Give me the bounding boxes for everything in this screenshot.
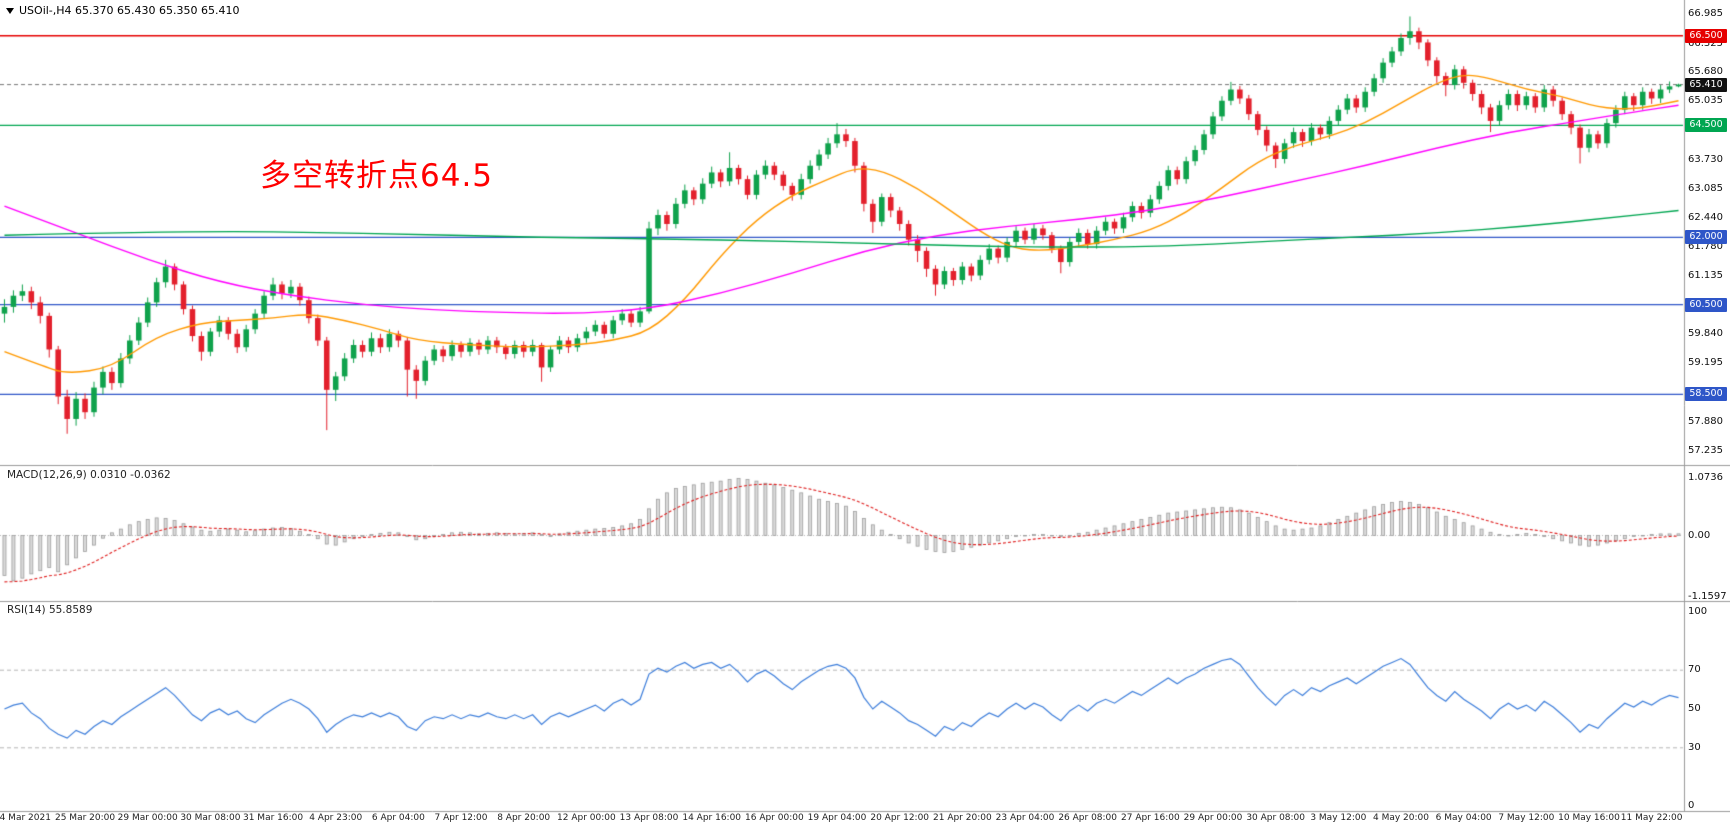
time-label: 24 Mar 2021 — [0, 813, 51, 823]
chart-title-bar: USOil-,H4 65.370 65.430 65.350 65.410 — [6, 4, 239, 17]
macd-axis-label: -1.1597 — [1688, 591, 1727, 603]
time-label: 13 Apr 08:00 — [619, 813, 679, 823]
time-label: 16 Apr 00:00 — [745, 813, 804, 823]
rsi-indicator-label: RSI(14) 55.8589 — [7, 604, 93, 616]
rsi-axis-label: 70 — [1688, 664, 1701, 676]
price-badge: 64.500 — [1685, 118, 1727, 133]
rsi-axis-label: 0 — [1688, 800, 1695, 811]
chart-annotation[interactable]: 多空转折点64.5 — [260, 158, 494, 194]
time-label: 27 Apr 16:00 — [1121, 813, 1180, 823]
symbol-marker-icon — [6, 7, 14, 14]
time-label: 31 Mar 16:00 — [242, 813, 304, 823]
macd-indicator-label: MACD(12,26,9) 0.0310 -0.0362 — [7, 469, 171, 481]
price-badge: 66.500 — [1685, 28, 1727, 43]
time-label: 6 Apr 04:00 — [371, 813, 425, 823]
time-label: 21 Apr 20:00 — [933, 813, 992, 823]
time-label: 20 Apr 12:00 — [870, 813, 930, 823]
price-axis-label: 63.730 — [1688, 153, 1723, 165]
time-label: 4 May 20:00 — [1373, 813, 1429, 823]
time-label: 30 Apr 08:00 — [1246, 813, 1306, 823]
price-axis-label: 63.085 — [1688, 182, 1723, 194]
time-label: 14 Apr 16:00 — [682, 813, 742, 823]
price-axis-label: 61.780 — [1688, 241, 1723, 253]
time-label: 3 May 12:00 — [1310, 813, 1367, 823]
price-axis-label: 62.440 — [1688, 211, 1723, 223]
price-axis-label: 66.325 — [1688, 37, 1723, 49]
price-axis-label: 66.985 — [1688, 8, 1723, 19]
time-label: 8 Apr 20:00 — [497, 813, 551, 823]
time-label: 11 May 22:00 — [1620, 813, 1683, 823]
price-axis-label: 59.195 — [1688, 357, 1723, 369]
time-label: 26 Apr 08:00 — [1058, 813, 1118, 823]
time-label: 7 Apr 12:00 — [434, 813, 488, 823]
time-label: 29 Apr 00:00 — [1183, 813, 1243, 823]
time-label: 19 Apr 04:00 — [807, 813, 867, 823]
rsi-axis-label: 30 — [1688, 741, 1701, 753]
time-label: 30 Mar 08:00 — [180, 813, 241, 823]
price-axis-label: 61.135 — [1688, 270, 1723, 282]
price-axis-label: 59.840 — [1688, 328, 1723, 340]
time-label: 12 Apr 00:00 — [557, 813, 616, 823]
time-label: 4 Apr 23:00 — [309, 813, 363, 823]
price-axis-label: 65.035 — [1688, 95, 1723, 107]
time-label: 7 May 12:00 — [1498, 813, 1555, 823]
rsi-axis-label: 50 — [1688, 703, 1701, 714]
time-label: 23 Apr 04:00 — [995, 813, 1055, 823]
price-axis-label: 57.880 — [1688, 416, 1723, 428]
chart-title: USOil-,H4 65.370 65.430 65.350 65.410 — [19, 4, 240, 17]
time-label: 10 May 16:00 — [1558, 813, 1620, 823]
rsi-axis-label: 100 — [1688, 606, 1708, 617]
price-badge: 62.000 — [1685, 230, 1727, 245]
time-label: 6 May 04:00 — [1435, 813, 1492, 823]
price-badge: 60.500 — [1685, 297, 1727, 312]
price-badge: 65.410 — [1685, 77, 1727, 92]
time-label: 29 Mar 00:00 — [117, 813, 178, 823]
price-axis-label: 65.680 — [1688, 66, 1723, 78]
price-badge: 58.500 — [1685, 387, 1727, 402]
price-axis-label: 57.235 — [1688, 444, 1723, 456]
macd-axis-label: 1.0736 — [1688, 472, 1723, 484]
macd-axis-label: 0.00 — [1688, 529, 1711, 541]
time-label: 25 Mar 20:00 — [54, 813, 116, 823]
